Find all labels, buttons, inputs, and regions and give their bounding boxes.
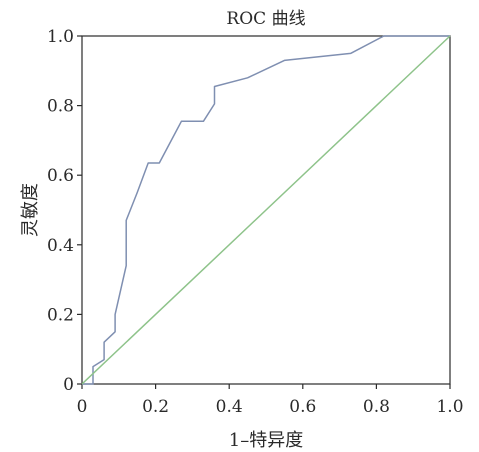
x-axis-label: 1–特异度 — [229, 430, 303, 451]
y-tick-label: 0.8 — [47, 97, 74, 117]
x-tick-label: 0 — [77, 397, 88, 417]
reference-diagonal-line — [81, 35, 451, 385]
x-tick-label: 0.2 — [142, 397, 169, 417]
y-tick-label: 0.4 — [47, 236, 74, 256]
chart-title: ROC 曲线 — [226, 9, 305, 29]
y-axis-label: 灵敏度 — [20, 183, 41, 237]
x-tick-label: 0.6 — [289, 397, 316, 417]
roc-curve-line — [82, 35, 450, 385]
x-tick-label: 0.8 — [363, 397, 390, 417]
y-axis-ticks: 0 0.2 0.4 0.6 0.8 1.0 — [47, 27, 82, 395]
y-tick-label: 0 — [63, 375, 74, 395]
y-tick-label: 0.2 — [47, 305, 74, 325]
series-layer — [81, 35, 451, 385]
x-tick-label: 1.0 — [436, 397, 463, 417]
x-tick-label: 0.4 — [216, 397, 243, 417]
y-tick-label: 0.6 — [47, 166, 74, 186]
x-axis-ticks: 0 0.2 0.4 0.6 0.8 1.0 — [77, 384, 464, 417]
y-tick-label: 1.0 — [47, 27, 74, 47]
plot-frame — [81, 35, 451, 385]
